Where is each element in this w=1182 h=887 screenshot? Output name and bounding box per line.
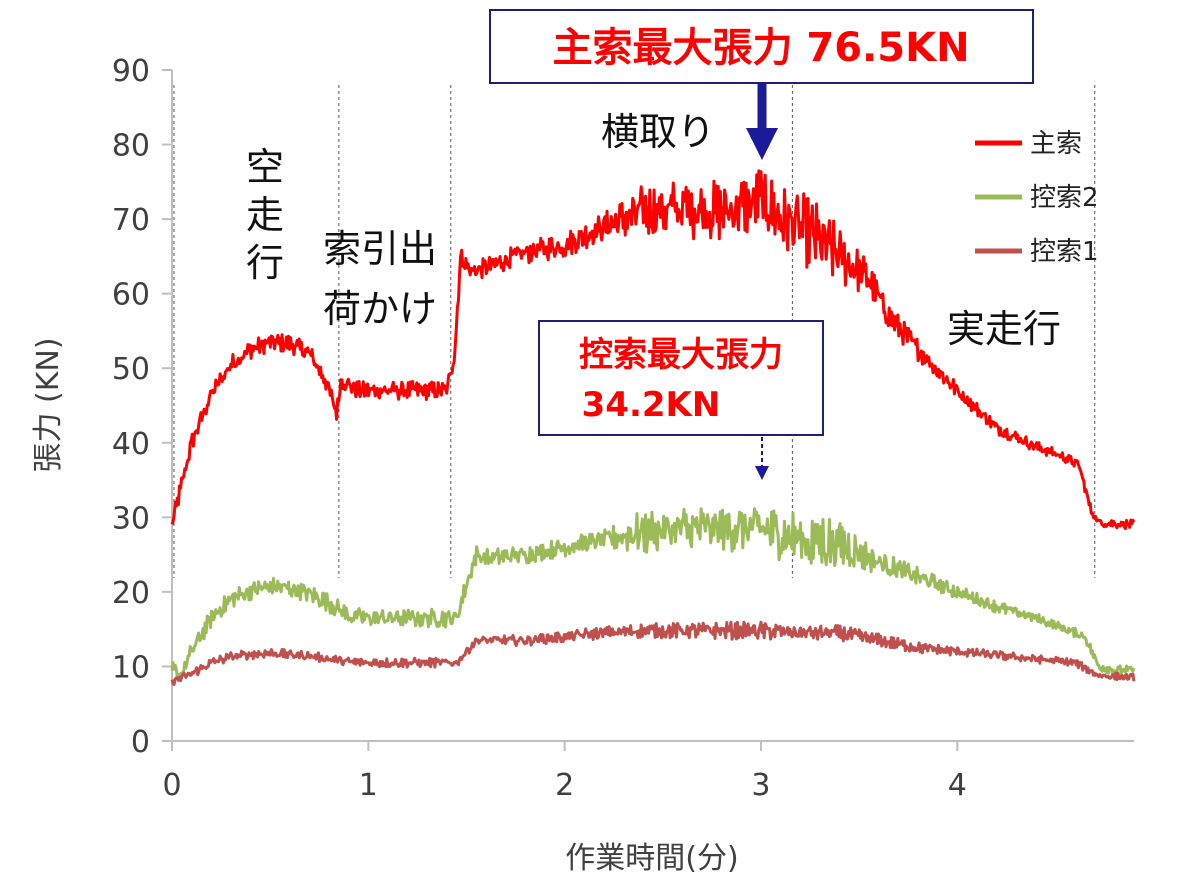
y-axis-ticks: 0 10 20 30 40 50 60 70 80 90 [112,54,172,760]
phase-label-kuusoukou: 空走行 [246,145,284,285]
legend-label-sub1: 控索1 [1030,237,1099,267]
svg-text:空走行: 空走行 [246,145,284,285]
y-tick-label: 70 [112,203,150,238]
x-tick-label: 2 [555,768,574,803]
x-tick-label: 3 [751,768,770,803]
x-tick-label: 4 [948,768,967,803]
y-tick-label: 0 [131,725,150,760]
y-tick-label: 10 [112,650,150,685]
legend-label-main: 主索 [1030,129,1082,159]
y-tick-label: 30 [112,501,150,536]
legend: 主索 控索2 控索1 [975,129,1099,267]
y-tick-label: 80 [112,129,150,164]
phase-label-sakuhikidashi-1: 索引出 [323,227,437,271]
main-max-callout-box [489,9,1034,84]
series-lines [170,169,1136,686]
series-line-sub2 [170,507,1136,680]
legend-label-sub2: 控索2 [1030,183,1099,213]
y-tick-label: 50 [112,352,150,387]
phase-label-yokodori: 横取り [601,110,715,154]
y-tick-label: 90 [112,54,150,89]
y-axis-title: 張力 (KN) [31,337,66,472]
y-tick-label: 60 [112,278,150,313]
x-tick-label: 1 [359,768,378,803]
series-line-main [170,169,1136,531]
phase-label-jitsusoukou: 実走行 [947,307,1061,351]
y-tick-label: 20 [112,576,150,611]
sub-max-callout-text-1: 控索最大張力 [579,335,783,375]
phase-label-sakuhikidashi-2: 荷かけ [323,287,437,331]
x-axis-ticks: 0 1 2 3 4 [162,741,967,803]
x-axis-title: 作業時間(分) [565,841,738,876]
main-max-arrow-head [746,128,778,160]
sub-max-callout-box [538,320,824,436]
series-line-sub1 [170,620,1136,686]
sub-max-callout-text-2: 34.2KN [582,385,721,425]
main-max-callout-text: 主索最大張力 76.5KN [552,25,969,71]
x-tick-label: 0 [162,768,181,803]
sub-max-arrow-head [755,466,769,480]
y-tick-label: 40 [112,427,150,462]
